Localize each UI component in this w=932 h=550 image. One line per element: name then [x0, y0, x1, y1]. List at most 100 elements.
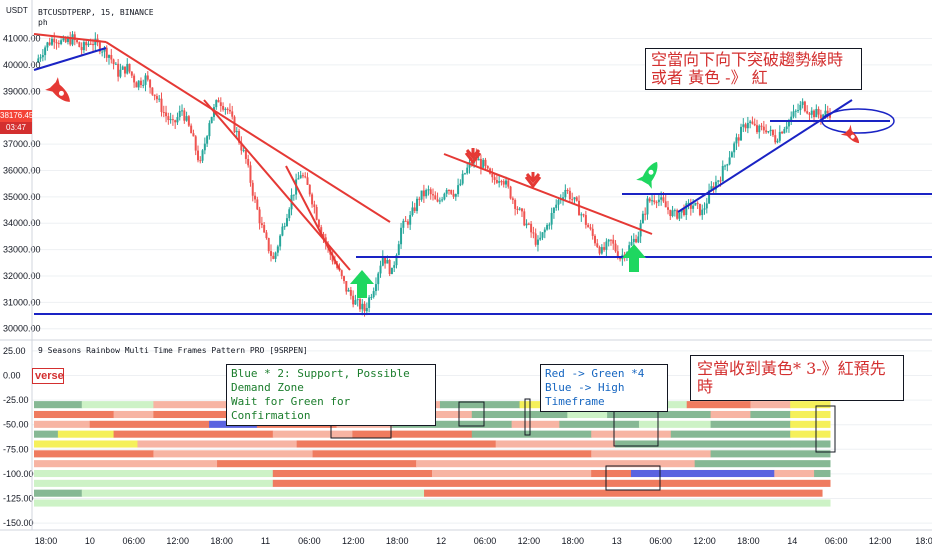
candle-body: [669, 209, 672, 217]
candle-body: [630, 242, 633, 246]
candle-body: [710, 186, 713, 191]
candle-body: [397, 244, 400, 256]
candle-body: [206, 136, 209, 144]
candle-body: [689, 202, 692, 209]
candle-body: [714, 181, 717, 190]
symbol-title[interactable]: BTCUSDTPERP, 15, BINANCE: [38, 8, 154, 17]
candle-body: [66, 38, 69, 42]
candle-body: [532, 232, 535, 234]
heatmap-segment: [34, 489, 83, 497]
candle-body: [603, 247, 606, 250]
candle-body: [331, 254, 334, 262]
highlight-box-2: [458, 401, 485, 427]
candle-body: [283, 226, 286, 228]
heatmap-segment: [591, 469, 632, 478]
candle-body: [119, 69, 122, 77]
heatmap-segment: [34, 440, 138, 448]
candle-body: [536, 239, 539, 245]
candle-body: [527, 223, 530, 225]
candle-body: [562, 197, 565, 200]
candle-body: [69, 38, 72, 45]
candle-body: [790, 116, 793, 121]
candle-body: [381, 256, 384, 266]
candle-body: [552, 207, 555, 213]
heatmap-segment: [790, 410, 831, 419]
candle-body: [696, 202, 699, 204]
candle-body: [641, 213, 644, 224]
candle-body: [740, 126, 743, 141]
time-tick-label: 18:00: [210, 536, 233, 546]
candle-body: [199, 160, 202, 162]
candle-body: [500, 181, 503, 183]
time-tick-label: 06:00: [123, 536, 146, 546]
candle-body: [632, 238, 635, 243]
candle-body: [165, 112, 168, 117]
price-tick-label: 35000.00: [3, 192, 41, 202]
candle-body: [808, 113, 811, 115]
candle-body: [479, 158, 482, 168]
candle-body: [114, 63, 117, 65]
candle-body: [477, 158, 480, 161]
candle-body: [676, 210, 679, 219]
candle-body: [783, 129, 786, 134]
candle-body: [395, 255, 398, 266]
heatmap-segment: [814, 469, 831, 478]
candle-body: [463, 173, 466, 175]
highlight-box-6: [815, 405, 836, 453]
candle-body: [196, 150, 199, 161]
candle-body: [242, 150, 245, 152]
heatmap-segment: [352, 430, 473, 438]
candle-body: [575, 197, 578, 201]
candle-body: [139, 80, 142, 86]
annotation-top-right-line1: 空當向下向下突破趨勢線時: [651, 50, 844, 69]
heatmap-segment: [631, 469, 775, 478]
candle-body: [384, 256, 387, 264]
candle-body: [413, 207, 416, 211]
indicator-tick-label: -50.00: [3, 420, 29, 430]
candle-body: [155, 96, 158, 100]
indicator-title[interactable]: 9 Seasons Rainbow Multi Time Frames Patt…: [38, 346, 308, 355]
indicator-tick-label: 0.00: [3, 371, 21, 381]
heatmap-segment: [591, 430, 672, 438]
heatmap-segment: [34, 430, 59, 438]
candle-body: [774, 135, 777, 143]
heatmap-segment: [607, 410, 712, 419]
heatmap-segment: [511, 420, 560, 428]
heatmap-segment: [432, 469, 592, 478]
heatmap-segment: [416, 460, 696, 468]
candle-body: [187, 116, 190, 126]
heatmap-segment: [113, 430, 274, 438]
candle-body: [267, 238, 270, 252]
candle-body: [64, 38, 67, 42]
heatmap-segment: [272, 479, 831, 487]
heatmap-segment: [272, 430, 353, 438]
time-tick-label: 12:00: [869, 536, 892, 546]
highlight-box-5: [605, 465, 661, 491]
candle-body: [445, 189, 448, 194]
candle-body: [662, 197, 665, 202]
candle-body: [703, 208, 706, 210]
candle-body: [482, 159, 485, 168]
candle-body: [653, 200, 656, 203]
candle-body: [571, 199, 574, 201]
candle-body: [673, 210, 676, 212]
trendline-red-right: [443, 153, 653, 235]
candle-body: [457, 185, 460, 195]
candle-body: [785, 126, 788, 130]
candle-body: [167, 116, 170, 120]
countdown-tag: 03:47: [0, 122, 32, 134]
candle-body: [240, 142, 243, 151]
candle-body: [803, 101, 806, 112]
candle-body: [208, 123, 211, 137]
candle-body: [194, 136, 197, 151]
candle-body: [133, 75, 136, 83]
candle-body: [550, 212, 553, 225]
candle-body: [347, 289, 350, 292]
time-tick-label: 06:00: [649, 536, 672, 546]
candle-body: [87, 43, 90, 46]
candle-body: [546, 225, 549, 230]
candle-body: [582, 214, 585, 216]
candle-body: [235, 131, 238, 133]
candle-body: [749, 121, 752, 123]
